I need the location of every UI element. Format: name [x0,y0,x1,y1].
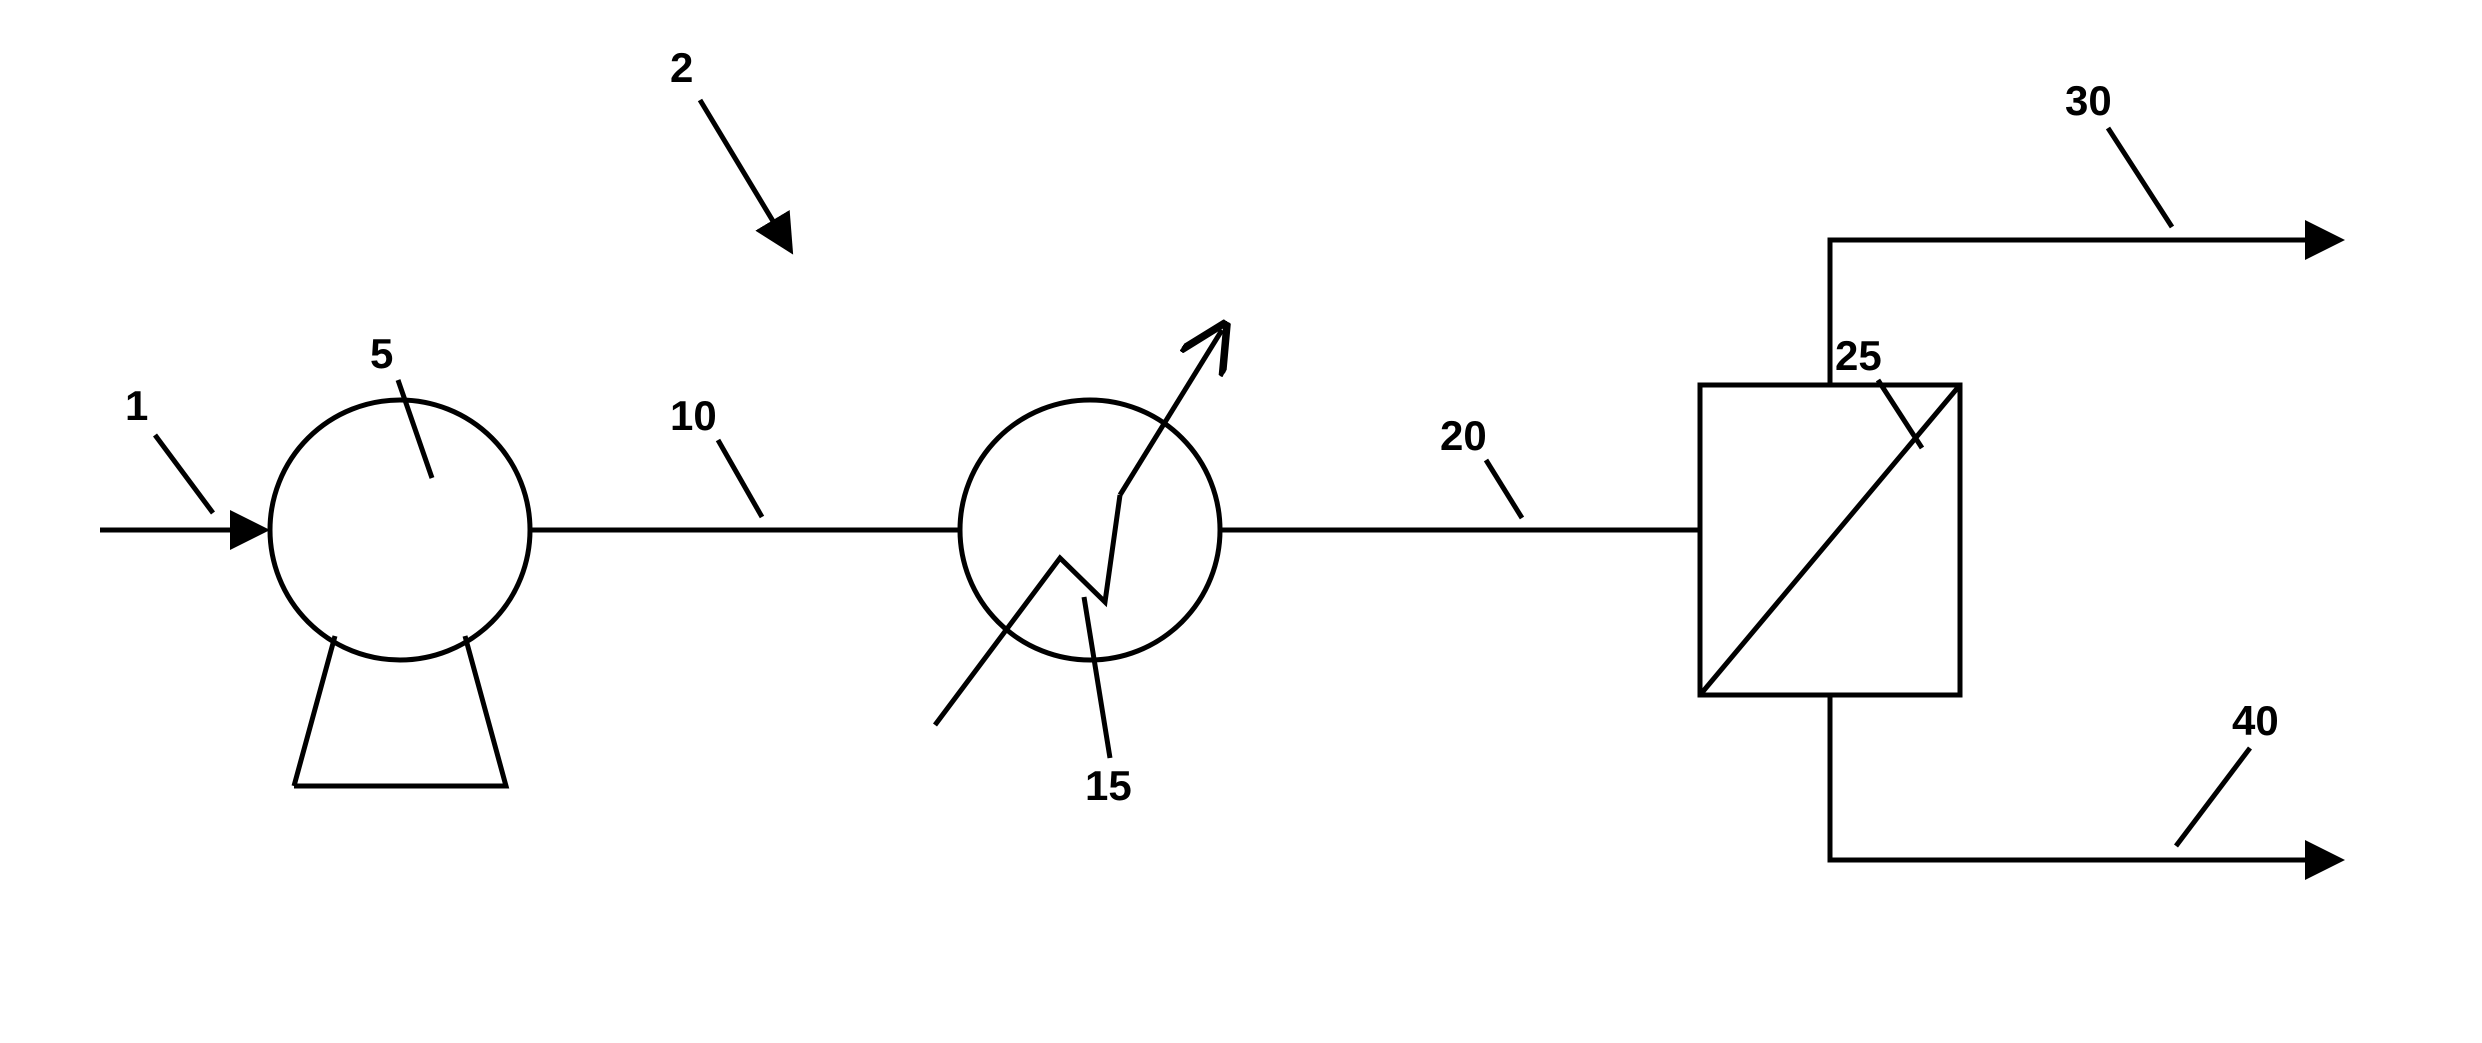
label-30: 30 [2065,77,2112,124]
leader-25 [1878,380,1922,448]
label-15: 15 [1085,762,1132,809]
flow-30 [1830,240,2335,385]
label-40: 40 [2232,697,2279,744]
leader-15 [1084,597,1110,758]
process-flow-diagram: 1 2 5 10 15 20 25 30 40 [0,0,2482,1043]
leader-2 [700,100,788,246]
label-1: 1 [125,382,148,429]
label-25: 25 [1835,332,1882,379]
leader-5 [398,380,432,478]
separator-symbol [1700,385,1960,695]
leader-40 [2176,748,2250,846]
label-5: 5 [370,330,393,377]
compressor-symbol [270,400,530,786]
label-2: 2 [670,44,693,91]
leader-1 [155,435,213,513]
heat-exchanger-symbol [935,330,1222,725]
leader-30 [2108,128,2172,227]
leader-10 [718,440,762,517]
label-10: 10 [670,392,717,439]
leader-20 [1486,460,1522,518]
label-20: 20 [1440,412,1487,459]
